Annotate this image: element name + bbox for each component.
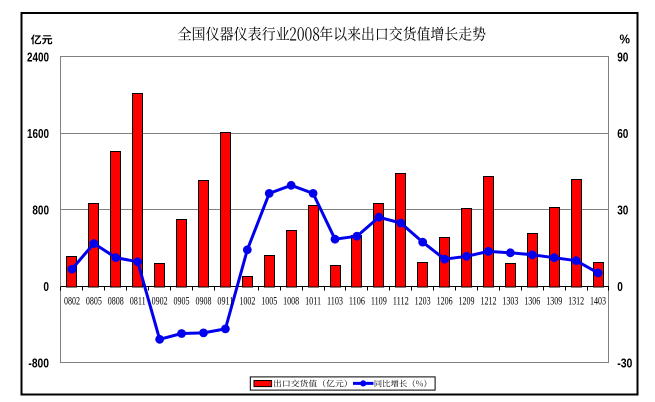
svg-text:1303: 1303 <box>502 293 518 307</box>
svg-text:0911: 0911 <box>217 293 233 307</box>
svg-text:800: 800 <box>32 203 49 218</box>
svg-text:1106: 1106 <box>349 293 365 307</box>
svg-text:1403: 1403 <box>590 293 606 307</box>
svg-text:60: 60 <box>617 126 628 141</box>
svg-text:1112: 1112 <box>393 293 409 307</box>
svg-text:0808: 0808 <box>108 293 124 307</box>
svg-text:1306: 1306 <box>524 293 540 307</box>
svg-text:30: 30 <box>617 203 628 218</box>
svg-text:90: 90 <box>617 50 628 65</box>
svg-text:1103: 1103 <box>327 293 343 307</box>
svg-text:2400: 2400 <box>27 50 49 65</box>
svg-text:1309: 1309 <box>546 293 562 307</box>
svg-text:%: % <box>620 33 631 47</box>
svg-text:0908: 0908 <box>195 293 211 307</box>
svg-text:1005: 1005 <box>261 293 277 307</box>
svg-text:1203: 1203 <box>415 293 431 307</box>
svg-text:1312: 1312 <box>568 293 584 307</box>
svg-text:1011: 1011 <box>305 293 321 307</box>
svg-text:0802: 0802 <box>64 293 80 307</box>
svg-text:1212: 1212 <box>480 293 496 307</box>
svg-text:1600: 1600 <box>27 126 49 141</box>
svg-text:1109: 1109 <box>371 293 387 307</box>
svg-text:0: 0 <box>43 279 49 294</box>
svg-text:-30: -30 <box>617 356 632 371</box>
svg-text:0902: 0902 <box>152 293 168 307</box>
svg-text:0811: 0811 <box>130 293 146 307</box>
svg-text:0805: 0805 <box>86 293 102 307</box>
svg-text:1206: 1206 <box>437 293 453 307</box>
svg-text:-800: -800 <box>28 356 49 371</box>
svg-text:0905: 0905 <box>174 293 190 307</box>
svg-text:1008: 1008 <box>283 293 299 307</box>
svg-text:0: 0 <box>617 279 623 294</box>
svg-text:1209: 1209 <box>459 293 475 307</box>
svg-text:1002: 1002 <box>239 293 255 307</box>
